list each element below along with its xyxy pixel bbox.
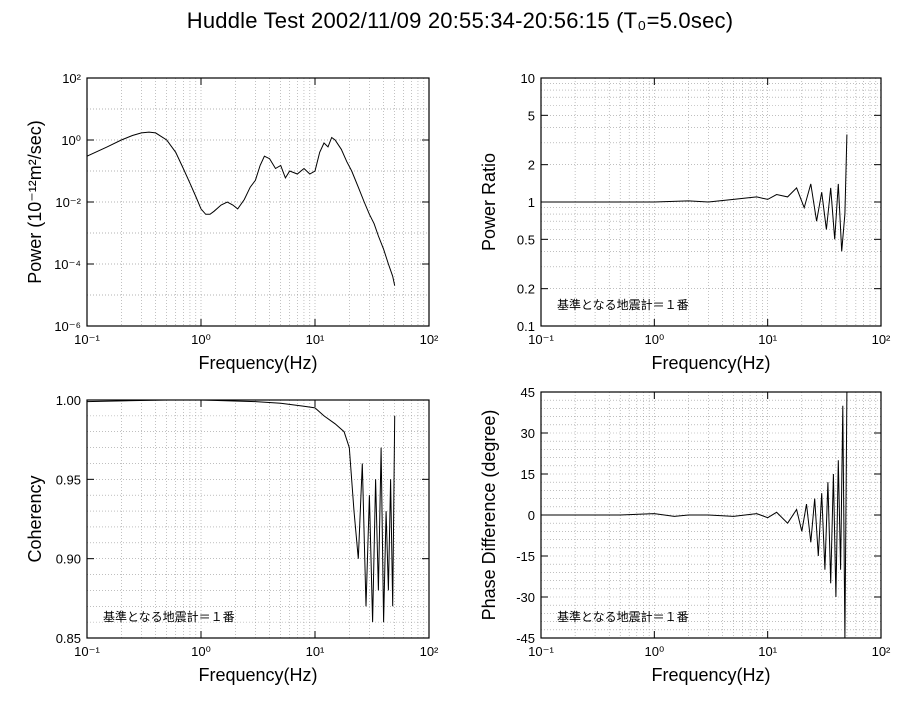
- y-tick-label: 1.00: [56, 393, 81, 408]
- x-tick-label: 10²: [420, 332, 439, 347]
- x-tick-label: 10⁰: [644, 644, 664, 659]
- x-tick-label: 10⁰: [191, 332, 211, 347]
- y-tick-label: 10: [521, 71, 535, 86]
- annotation-text: 基準となる地震計＝１番: [557, 297, 689, 312]
- x-tick-label: 10¹: [758, 644, 777, 659]
- x-tick-label: 10²: [420, 644, 439, 659]
- y-axis-label: Power Ratio: [479, 153, 499, 251]
- y-tick-label: 0.1: [517, 319, 535, 334]
- y-axis-label: Power (10⁻¹²m²/sec): [25, 120, 45, 284]
- y-tick-label: 0: [528, 508, 535, 523]
- x-tick-label: 10⁻¹: [528, 332, 554, 347]
- x-axis-label: Frequency(Hz): [651, 353, 770, 373]
- x-tick-label: 10²: [872, 644, 891, 659]
- y-tick-label: 0.2: [517, 282, 535, 297]
- series-line: [541, 134, 848, 252]
- y-tick-label: 10⁰: [61, 133, 81, 148]
- figure-title: Huddle Test 2002/11/09 20:55:34-20:56:15…: [186, 8, 734, 33]
- y-tick-label: 0.5: [517, 232, 535, 247]
- y-axis-label: Coherency: [25, 475, 45, 562]
- chart-coherency: 10⁻¹ 10⁰ 10¹ 10² 0.85 0.90 0.95 1.00 Frequency(H…: [25, 393, 439, 685]
- chart-phase-difference: 10⁻¹ 10⁰ 10¹ 10² -45 -30 -15 0 15 30 45 Frequency(H…: [479, 385, 891, 685]
- chart-power-spectrum: 10⁻¹ 10⁰ 10¹ 10² 10⁻⁶ 10⁻⁴ 10⁻² 10⁰ 10² Frequency…: [25, 71, 439, 373]
- plot-frame: [86, 399, 430, 639]
- y-tick-label: 10²: [62, 71, 81, 86]
- y-tick-label: 5: [528, 108, 535, 123]
- y-tick-label: -30: [516, 590, 535, 605]
- y-tick-label: -15: [516, 549, 535, 564]
- annotation-text: 基準となる地震計＝１番: [557, 609, 689, 624]
- y-tick-label: 15: [521, 467, 535, 482]
- x-tick-label: 10⁰: [191, 644, 211, 659]
- x-tick-label: 10⁻¹: [528, 644, 554, 659]
- x-tick-label: 10¹: [306, 332, 325, 347]
- chart-power-ratio: 10⁻¹ 10⁰ 10¹ 10² 0.1 0.2 0.5 1 2 5 10 Frequency(Hz)…: [479, 71, 891, 373]
- y-tick-label: 10⁻⁴: [54, 257, 81, 272]
- y-tick-label: 10⁻⁶: [54, 319, 81, 334]
- x-axis-label: Frequency(Hz): [198, 665, 317, 685]
- y-tick-label: 2: [528, 158, 535, 173]
- y-tick-label: 10⁻²: [55, 195, 81, 210]
- x-tick-label: 10⁻¹: [74, 332, 100, 347]
- series-line: [87, 400, 396, 623]
- plot-frame: [86, 77, 430, 327]
- series-line: [541, 392, 848, 638]
- y-axis-label: Phase Difference (degree): [479, 410, 499, 621]
- y-tick-label: 30: [521, 426, 535, 441]
- y-tick-label: -45: [516, 631, 535, 646]
- annotation-text: 基準となる地震計＝１番: [103, 609, 235, 624]
- y-tick-label: 1: [528, 195, 535, 210]
- series-line: [87, 131, 396, 286]
- y-tick-label: 0.95: [56, 472, 81, 487]
- x-tick-label: 10¹: [306, 644, 325, 659]
- y-tick-label: 0.85: [56, 631, 81, 646]
- y-tick-label: 0.90: [56, 552, 81, 567]
- x-axis-label: Frequency(Hz): [198, 353, 317, 373]
- x-tick-label: 10¹: [758, 332, 777, 347]
- x-axis-label: Frequency(Hz): [651, 665, 770, 685]
- x-tick-label: 10⁻¹: [74, 644, 100, 659]
- y-tick-label: 45: [521, 385, 535, 400]
- x-tick-label: 10⁰: [644, 332, 664, 347]
- x-tick-label: 10²: [872, 332, 891, 347]
